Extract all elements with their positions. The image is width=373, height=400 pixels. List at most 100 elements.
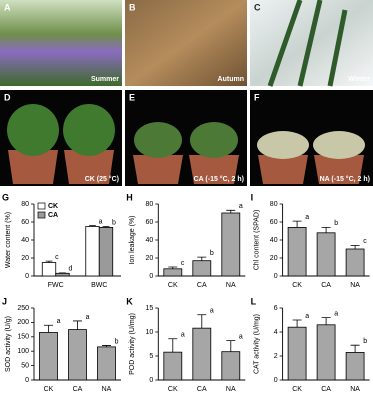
- axes: [157, 308, 246, 381]
- axes: [282, 308, 370, 381]
- x-tick-label: CK: [44, 386, 54, 393]
- panel-label: J: [2, 296, 7, 306]
- y-tick-label: 100: [17, 348, 29, 355]
- significance-letter: b: [210, 250, 214, 257]
- y-tick-label: 15: [146, 305, 154, 312]
- x-tick-label: CA: [321, 282, 331, 289]
- y-tick-label: 40: [21, 237, 29, 244]
- x-tick-label: CK: [168, 282, 178, 289]
- error-bar: [168, 338, 178, 353]
- y-tick-label: 80: [146, 201, 154, 208]
- y-tick-label: 0: [149, 273, 153, 280]
- bar: [287, 326, 307, 381]
- error-bar: [350, 344, 360, 353]
- y-tick-label: 20: [146, 255, 154, 262]
- legend-label: CK: [48, 203, 58, 210]
- error-bar: [168, 266, 178, 269]
- y-tick-label: 0: [274, 273, 278, 280]
- y-tick-label: 80: [21, 201, 29, 208]
- photo-caption: Summer: [91, 76, 119, 83]
- y-tick-label: 0: [25, 377, 29, 384]
- significance-letter: a: [305, 313, 309, 320]
- y-tick-label: 40: [146, 237, 154, 244]
- y-axis-label: Chl content (SPAD): [253, 210, 260, 271]
- bar: [55, 272, 70, 277]
- x-tick-label: NA: [350, 386, 360, 393]
- photo-caption: NA (-15 °C, 2 h): [320, 175, 370, 183]
- y-tick-label: 0: [149, 377, 153, 384]
- error-bar: [102, 226, 110, 228]
- x-tick-label: CA: [197, 282, 207, 289]
- panel-label: C: [254, 2, 261, 12]
- y-tick-label: 20: [270, 255, 278, 262]
- panel-label: F: [254, 92, 260, 102]
- y-tick-label: 5: [149, 353, 153, 360]
- error-bar: [226, 209, 236, 213]
- y-tick-label: 10: [146, 329, 154, 336]
- significance-letter: a: [239, 333, 243, 340]
- legend-swatch: [37, 202, 46, 210]
- error-bar: [89, 225, 96, 227]
- bar: [68, 329, 87, 381]
- significance-letter: c: [55, 254, 59, 261]
- axes: [282, 204, 370, 277]
- y-axis-label: Water content (%): [5, 212, 12, 268]
- x-tick-label: CA: [73, 386, 83, 393]
- panel-label: A: [4, 2, 11, 12]
- y-tick-label: 4: [274, 329, 278, 336]
- panel-label: I: [251, 192, 254, 202]
- photo: [125, 0, 247, 86]
- bar: [97, 346, 116, 381]
- axes: [33, 308, 121, 381]
- y-tick-label: 60: [146, 219, 154, 226]
- panel-label: K: [126, 296, 133, 306]
- x-tick-label: NA: [350, 282, 360, 289]
- significance-letter: a: [239, 203, 243, 210]
- panel-label: D: [4, 92, 11, 102]
- y-axis-label: CAT activity (U/mg): [253, 314, 260, 374]
- axes: [157, 204, 246, 277]
- bar: [39, 332, 58, 381]
- error-bar: [350, 245, 360, 249]
- y-tick-label: 60: [270, 219, 278, 226]
- significance-letter: a: [210, 308, 214, 315]
- bar: [85, 226, 100, 277]
- y-tick-label: 200: [17, 319, 29, 326]
- panel-label: H: [126, 192, 133, 202]
- x-tick-label: NA: [226, 282, 236, 289]
- y-tick-label: 20: [21, 255, 29, 262]
- y-axis-label: SOD activity (U/g): [5, 316, 12, 372]
- pots: [7, 104, 365, 184]
- error-bar: [45, 260, 53, 263]
- y-tick-label: 150: [17, 334, 29, 341]
- y-tick-label: 2: [274, 353, 278, 360]
- x-tick-label: NA: [226, 386, 236, 393]
- significance-letter: b: [363, 338, 367, 345]
- significance-letter: a: [57, 318, 61, 325]
- bar: [41, 262, 57, 277]
- y-tick-label: 0: [25, 273, 29, 280]
- significance-letter: b: [115, 338, 119, 345]
- error-bar: [73, 320, 82, 330]
- significance-letter: a: [181, 332, 185, 339]
- photo-caption: Winter: [348, 76, 370, 83]
- x-tick-label: NA: [102, 386, 112, 393]
- panel-label: G: [2, 192, 9, 202]
- significance-letter: c: [181, 260, 185, 267]
- bar: [98, 226, 114, 277]
- bar: [316, 232, 336, 277]
- photo-caption: CA (-15 °C, 2 h): [194, 175, 244, 183]
- error-bar: [321, 227, 331, 233]
- bar: [287, 226, 307, 277]
- leaves: [267, 0, 348, 87]
- significance-letter: d: [69, 266, 73, 273]
- error-bar: [226, 340, 236, 352]
- y-tick-label: 80: [270, 201, 278, 208]
- significance-letter: b: [112, 219, 116, 226]
- y-axis-label: Ion leakage (%): [129, 215, 136, 264]
- panel-label: E: [129, 92, 135, 102]
- photo-panels: [0, 0, 373, 186]
- bar: [192, 327, 212, 381]
- x-tick-label: CA: [197, 386, 207, 393]
